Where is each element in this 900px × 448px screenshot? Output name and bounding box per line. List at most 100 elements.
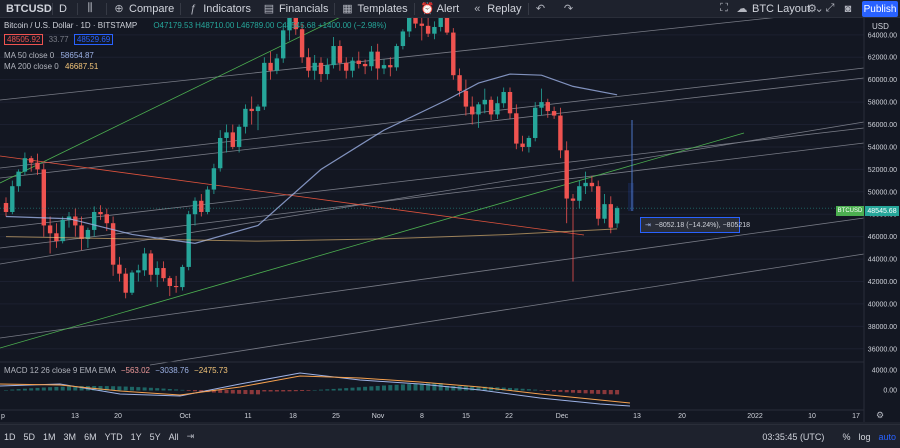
candle-body	[306, 57, 311, 71]
candle-body	[400, 31, 406, 47]
time-tick-label: 2022	[747, 413, 763, 420]
measure-label: ⇥ −8052.18 (−14.24%), −805218	[640, 217, 750, 233]
layout-button[interactable]: ☁ BTC Layout ⌄	[730, 0, 835, 18]
ma50-value: 58654.87	[60, 51, 94, 60]
range-all[interactable]: All	[168, 431, 179, 442]
undo-icon: ↶	[535, 3, 546, 15]
macd-value-3: −2475.73	[194, 366, 228, 375]
macd-histogram-bar	[476, 386, 481, 391]
alert-button[interactable]: ⏰ Alert	[415, 0, 466, 18]
macd-histogram-bar	[104, 386, 109, 391]
candle-body	[110, 223, 116, 265]
candle-body	[262, 62, 267, 107]
chart-type-button[interactable]: ⫼	[78, 0, 106, 18]
trend-line	[149, 253, 865, 366]
undo-button[interactable]: ↶	[529, 0, 557, 18]
macd-histogram-bar	[558, 390, 563, 392]
settings-gear-corner[interactable]: ⚙	[876, 410, 885, 420]
candle-body	[243, 108, 248, 127]
chart-area[interactable]: 64000.00 62000.00 60000.00 58000.00 56000.00…	[0, 18, 900, 422]
range-1d[interactable]: 1D	[4, 431, 16, 442]
candle-body	[129, 272, 135, 293]
plus-circle-icon: ⊕	[114, 3, 124, 15]
candle-body	[281, 30, 286, 59]
snapshot-button[interactable]: ◙	[836, 0, 864, 18]
spread-text: 33.77	[48, 35, 69, 44]
log-toggle[interactable]: log	[858, 431, 871, 442]
macd-histogram-bar	[41, 387, 46, 391]
time-tick-label: p	[1, 413, 5, 420]
candle-body	[369, 51, 374, 67]
percent-toggle[interactable]: %	[842, 431, 851, 442]
replay-button[interactable]: « Replay	[465, 0, 527, 18]
range-6m[interactable]: 6M	[84, 431, 97, 442]
time-tick-label: 13	[71, 413, 79, 420]
macd-histogram-bar	[293, 390, 298, 392]
macd-histogram-bar	[426, 383, 431, 391]
time-tick-label: Dec	[556, 413, 569, 420]
macd-histogram-bar	[596, 390, 601, 394]
macd-histogram-bar	[142, 387, 147, 391]
trend-line	[0, 67, 865, 169]
last-price-tag: 48545.68	[865, 206, 899, 216]
trend-line	[0, 18, 774, 101]
price-axis: 64000.00 62000.00 60000.00 58000.00 56000.00…	[863, 18, 900, 422]
price-axis-bg	[864, 18, 900, 422]
range-3m[interactable]: 3M	[63, 431, 77, 442]
time-tick-label: 25	[332, 413, 340, 420]
auto-toggle[interactable]: auto	[878, 431, 896, 442]
candle-body	[394, 46, 399, 68]
candle-body	[432, 26, 437, 34]
candle-body	[41, 169, 46, 226]
publish-button[interactable]: Publish	[862, 1, 898, 17]
macd-histogram-bar	[237, 390, 242, 394]
redo-button[interactable]: ↷	[557, 0, 585, 18]
settings-button[interactable]: ⚙	[800, 0, 828, 18]
ask-badge[interactable]: 48529.69	[73, 34, 114, 45]
range-ytd[interactable]: YTD	[104, 431, 123, 442]
range-1m[interactable]: 1M	[43, 431, 56, 442]
layout-label: BTC Layout	[752, 2, 811, 15]
time-tick-label: 11	[244, 413, 251, 420]
candle-body	[142, 253, 147, 271]
candle-body	[92, 211, 97, 230]
macd-histogram-bar	[274, 390, 279, 392]
macd-histogram-bar	[319, 389, 323, 391]
go-to-date-button[interactable]: ⇥	[186, 431, 195, 441]
price-chart[interactable]: 64000.00 62000.00 60000.00 58000.00 56000.00…	[0, 18, 900, 422]
clock-time[interactable]: 03:35:45 (UTC)	[762, 431, 825, 442]
symbol-search-button[interactable]: BTCUSD	[0, 0, 52, 18]
fullscreen-button[interactable]: ⛶	[712, 0, 740, 18]
candle-body	[173, 285, 179, 288]
replay-icon: «	[474, 2, 481, 15]
macd-histogram-bar	[400, 384, 405, 391]
fullscreen-toggle-button[interactable]: ⤢	[818, 0, 846, 18]
last-symbol-tag: BTCUSD	[836, 206, 864, 216]
range-1y[interactable]: 1Y	[130, 431, 142, 442]
macd-histogram-bar	[533, 389, 538, 391]
trend-lines	[0, 18, 865, 366]
bid-badge[interactable]: 48505.92	[4, 34, 44, 45]
macd-histogram-bar	[211, 390, 216, 393]
trend-line	[0, 121, 865, 265]
financials-button[interactable]: ▤ Financials	[257, 0, 335, 18]
macd-histogram-bar	[60, 386, 65, 391]
interval-button[interactable]: D	[53, 0, 77, 18]
templates-button[interactable]: ▦ Templates	[335, 0, 413, 18]
macd-histogram-bar	[130, 386, 134, 391]
range-5d[interactable]: 5D	[23, 431, 36, 442]
macd-histogram-bar	[369, 386, 374, 391]
macd-histogram-bar	[155, 388, 160, 391]
macd-histogram-bar	[508, 387, 512, 391]
currency-label[interactable]: USD	[872, 22, 889, 31]
candle-body	[457, 75, 462, 91]
alarm-clock-icon: ⏰	[420, 3, 435, 15]
macd-histogram-bar	[482, 386, 487, 391]
range-5y[interactable]: 5Y	[149, 431, 161, 442]
macd-pane	[0, 361, 900, 407]
price-tick-label: 60000.00	[868, 77, 897, 84]
price-tick-label: 56000.00	[868, 122, 897, 129]
indicators-button[interactable]: ƒ Indicators	[181, 0, 257, 18]
macd-histogram-bar	[123, 386, 128, 391]
compare-button[interactable]: ⊕ Compare	[107, 0, 180, 18]
